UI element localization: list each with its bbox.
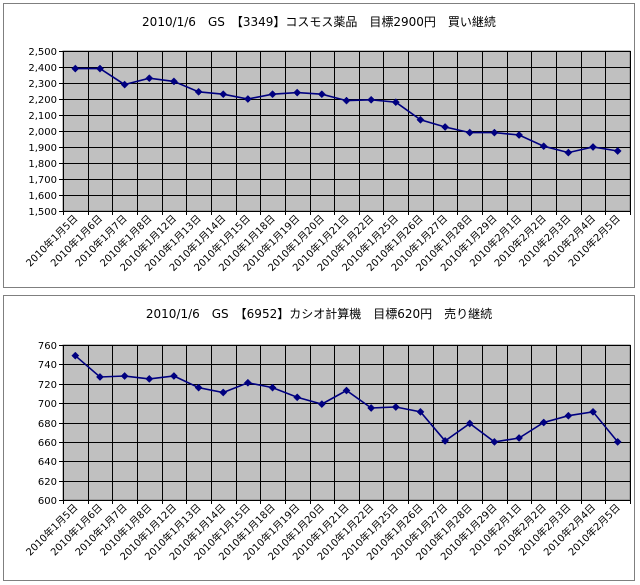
y-tick-label: 680 — [38, 419, 57, 430]
chart-title: 2010/1/6 GS 【3349】コスモス薬品 目標2900円 買い継続 — [142, 14, 496, 29]
data-point — [145, 374, 154, 383]
data-point — [490, 128, 499, 137]
data-point — [490, 437, 499, 446]
y-tick-label: 1,900 — [28, 143, 57, 154]
data-point — [169, 372, 178, 380]
chart-title: 2010/1/6 GS 【6952】カシオ計算機 目標620円 売り継続 — [146, 306, 492, 321]
y-tick-label: 640 — [38, 457, 57, 468]
data-point — [243, 95, 252, 103]
data-point — [391, 403, 400, 411]
data-point — [120, 80, 129, 89]
data-point — [613, 147, 622, 155]
data-point — [441, 123, 450, 131]
data-point — [169, 77, 178, 86]
y-tick-label: 600 — [38, 496, 57, 507]
y-tick-label: 1,700 — [28, 175, 57, 186]
data-point — [317, 400, 326, 409]
y-tick-label: 1,500 — [28, 207, 57, 218]
data-point — [539, 418, 548, 427]
data-point — [367, 404, 376, 412]
data-point — [268, 383, 277, 392]
data-point — [120, 372, 129, 380]
data-point — [367, 95, 376, 104]
data-point — [71, 64, 80, 73]
y-tick-label: 740 — [38, 360, 57, 371]
data-point — [589, 407, 597, 416]
data-point — [515, 131, 524, 139]
data-point — [194, 87, 203, 96]
data-point — [317, 90, 326, 99]
y-tick-label: 620 — [38, 477, 57, 488]
data-point — [145, 74, 154, 83]
chart-casio: 2010/1/6 GS 【6952】カシオ計算機 目標620円 売り継続 600… — [23, 306, 631, 563]
y-tick-label: 1,600 — [28, 191, 57, 202]
y-tick-label: 2,500 — [28, 47, 57, 58]
data-point — [96, 373, 104, 381]
data-point — [589, 143, 597, 151]
data-point — [391, 98, 400, 107]
data-point — [342, 96, 351, 105]
data-point — [539, 142, 548, 151]
y-tick-label: 1,800 — [28, 159, 57, 170]
data-point — [293, 88, 302, 97]
y-tick-label: 2,100 — [28, 111, 57, 122]
data-point — [416, 407, 425, 416]
data-point — [441, 436, 450, 445]
y-tick-label: 700 — [38, 399, 57, 410]
data-point — [268, 90, 277, 99]
data-point — [564, 148, 573, 157]
data-point — [613, 437, 622, 446]
data-point — [71, 351, 80, 360]
data-point — [96, 64, 104, 73]
data-point — [219, 90, 228, 99]
y-tick-label: 660 — [38, 438, 57, 449]
chart-cosmos: 2010/1/6 GS 【3349】コスモス薬品 目標2900円 買い継続 1,… — [23, 14, 631, 274]
y-tick-label: 760 — [38, 341, 57, 352]
data-point — [564, 411, 573, 420]
data-point — [243, 378, 252, 387]
y-tick-label: 2,000 — [28, 127, 57, 138]
data-point — [465, 419, 474, 428]
y-tick-label: 2,400 — [28, 63, 57, 74]
y-tick-label: 2,300 — [28, 79, 57, 90]
data-point — [416, 115, 425, 124]
data-point — [293, 393, 302, 402]
y-tick-label: 720 — [38, 380, 57, 391]
data-point — [465, 128, 474, 137]
data-point — [342, 386, 351, 395]
data-point — [515, 434, 524, 442]
chart-panel-cosmos: 2010/1/6 GS 【3349】コスモス薬品 目標2900円 買い継続 1,… — [3, 3, 635, 288]
plot-area — [62, 344, 631, 501]
data-point — [219, 388, 228, 397]
chart-panel-casio: 2010/1/6 GS 【6952】カシオ計算機 目標620円 売り継続 600… — [3, 295, 635, 581]
data-point — [194, 383, 203, 392]
y-tick-label: 2,200 — [28, 95, 57, 106]
